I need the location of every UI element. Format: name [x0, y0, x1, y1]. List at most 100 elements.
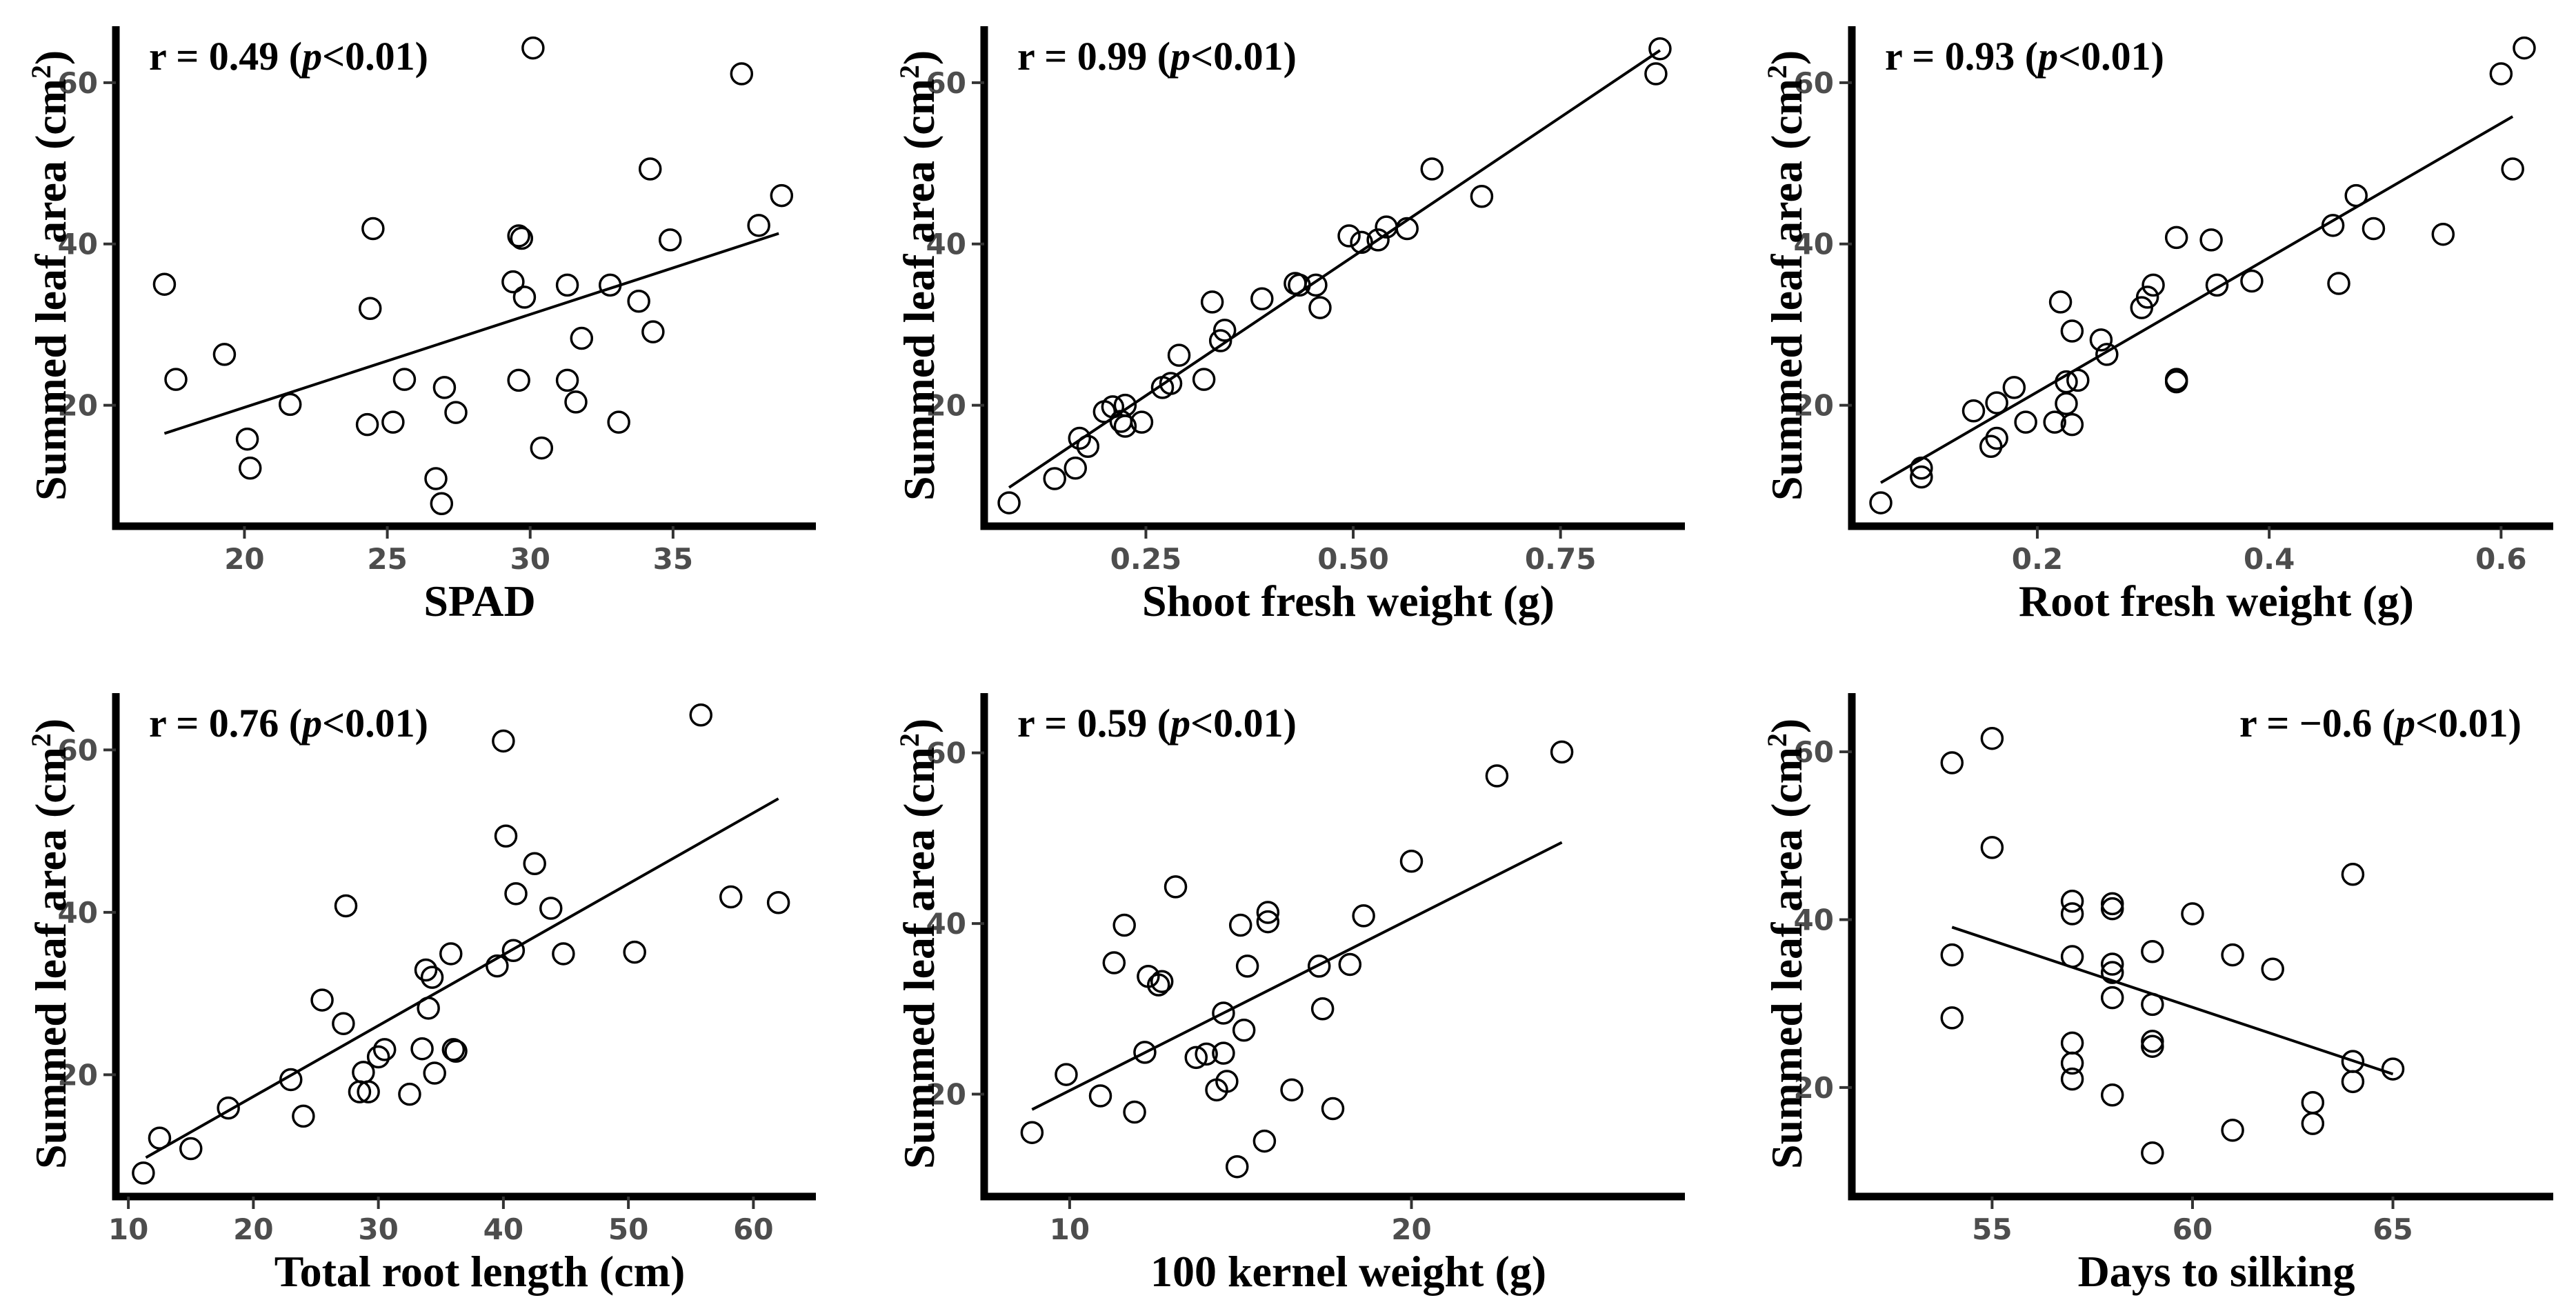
data-point — [1232, 1018, 1256, 1042]
data-point — [2141, 939, 2164, 963]
data-point — [1215, 1070, 1239, 1093]
x-tick-label: 35 — [653, 542, 693, 576]
data-point — [1940, 1006, 1964, 1030]
data-point — [358, 297, 382, 321]
data-point — [148, 1126, 172, 1150]
data-point — [392, 368, 417, 391]
data-point — [1307, 954, 1331, 978]
data-point — [444, 1039, 468, 1063]
data-point — [2060, 412, 2084, 437]
data-point — [2341, 863, 2365, 886]
data-point — [570, 326, 594, 350]
x-tick-label: 65 — [2373, 1212, 2413, 1246]
data-point — [2341, 1070, 2365, 1094]
correlation-annotation: r = 0.49 (p<0.01) — [149, 34, 428, 79]
correlation-annotation: r = −0.6 (p<0.01) — [2239, 701, 2522, 746]
data-point — [2164, 226, 2188, 250]
data-point — [2431, 222, 2455, 246]
data-point — [1256, 910, 1280, 934]
data-point — [2100, 952, 2124, 976]
x-tick-label: 20 — [1391, 1212, 1431, 1246]
x-axis-label: Shoot fresh weight (g) — [1142, 577, 1555, 626]
x-tick-label: 20 — [224, 542, 264, 576]
data-point — [2060, 889, 2084, 913]
data-point — [1321, 1097, 1345, 1121]
x-tick-label: 10 — [108, 1212, 148, 1246]
x-tick-label: 50 — [608, 1212, 648, 1246]
data-point — [1366, 228, 1390, 252]
data-point — [1395, 217, 1419, 241]
x-axis-label: Days to silking — [2077, 1247, 2355, 1296]
data-point — [623, 940, 646, 964]
data-point — [730, 62, 754, 86]
regression-line — [1880, 115, 2514, 484]
x-tick-label: 0.50 — [1317, 542, 1389, 576]
x-tick-label: 40 — [483, 1212, 523, 1246]
data-point — [555, 273, 579, 297]
data-point — [439, 942, 463, 966]
data-point — [598, 273, 622, 297]
x-tick-label: 60 — [2173, 1212, 2213, 1246]
y-tick-label: 60 — [58, 66, 98, 100]
data-point — [420, 966, 444, 989]
data-point — [1280, 1078, 1304, 1102]
data-point — [2060, 1067, 2084, 1091]
data-point — [627, 290, 650, 313]
data-point — [501, 270, 525, 294]
x-tick-label: 0.4 — [2244, 542, 2295, 576]
data-point — [1133, 1041, 1157, 1064]
x-axis-label: Total root length (cm) — [274, 1247, 686, 1296]
y-tick-label: 40 — [58, 228, 98, 261]
correlation-annotation: r = 0.76 (p<0.01) — [149, 701, 428, 746]
data-point — [2135, 286, 2159, 309]
data-point — [638, 157, 662, 181]
data-point — [2089, 328, 2113, 352]
data-point — [423, 1061, 446, 1085]
data-point — [486, 954, 509, 978]
data-point — [2141, 992, 2164, 1017]
y-tick-label: 20 — [58, 1058, 98, 1092]
y-axis-label: Summed leaf area (cm2) — [1761, 718, 1811, 1169]
data-point — [417, 997, 440, 1020]
data-point — [1055, 1063, 1078, 1086]
data-point — [1985, 391, 2008, 414]
data-point — [507, 368, 530, 392]
data-point — [719, 885, 743, 909]
data-point — [2141, 1030, 2164, 1053]
data-point — [770, 183, 794, 208]
data-point — [2066, 368, 2090, 392]
data-point — [2060, 319, 2084, 343]
data-point — [555, 368, 579, 392]
data-point — [1308, 296, 1332, 319]
data-point — [2205, 273, 2229, 297]
data-point — [2301, 1090, 2325, 1114]
data-point — [2060, 1051, 2084, 1075]
data-point — [539, 897, 563, 920]
data-point — [441, 1038, 466, 1061]
data-point — [212, 343, 237, 366]
data-point — [2100, 961, 2124, 984]
data-point — [2060, 902, 2084, 926]
data-point — [1252, 1129, 1277, 1153]
data-point — [1470, 184, 1494, 208]
y-tick-label: 20 — [926, 1078, 966, 1112]
x-tick-label: 20 — [233, 1212, 273, 1246]
data-point — [1192, 368, 1216, 391]
data-point — [552, 942, 575, 966]
data-point — [1338, 952, 1362, 977]
y-tick-label: 60 — [1794, 735, 1834, 769]
data-point — [2321, 214, 2345, 237]
x-axis-label: Root fresh weight (g) — [2019, 577, 2414, 626]
x-tick-label: 25 — [367, 542, 407, 576]
data-point — [1350, 230, 1373, 254]
data-point — [238, 457, 262, 480]
data-point — [494, 824, 518, 848]
x-tick-label: 30 — [510, 542, 550, 576]
data-point — [424, 467, 448, 490]
data-point — [689, 703, 712, 727]
